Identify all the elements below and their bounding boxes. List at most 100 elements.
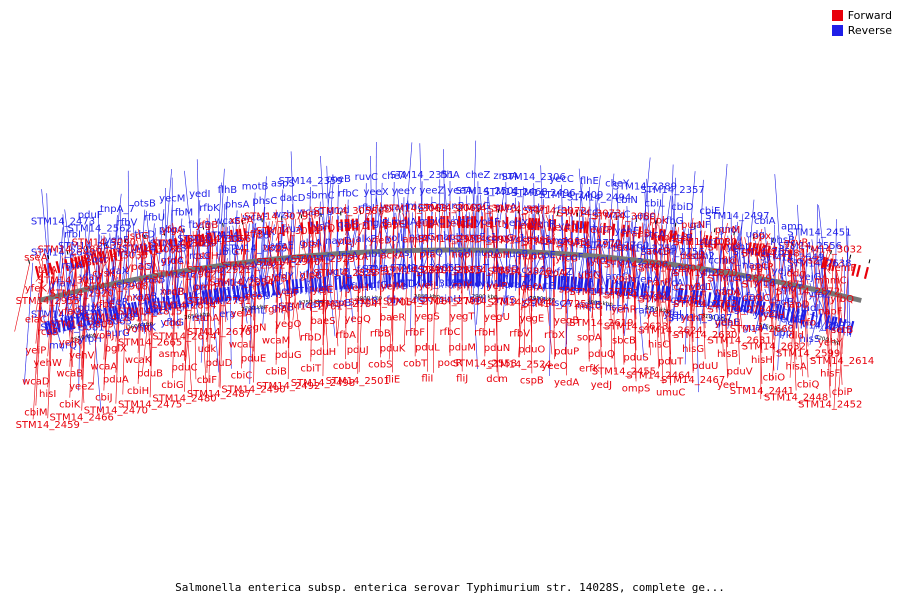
forward-gene-block bbox=[851, 263, 857, 276]
gene-label: menD bbox=[194, 265, 224, 276]
gene-label: guaB bbox=[715, 318, 741, 329]
reverse-gene-tick bbox=[375, 190, 386, 290]
gene-label: tnpA_7 bbox=[100, 204, 135, 215]
gene-label: ccmG_1 bbox=[486, 233, 526, 244]
gene-label: STM14_3073 bbox=[557, 209, 621, 220]
gene-label: yejK bbox=[772, 266, 794, 277]
forward-gene-tick bbox=[14, 263, 30, 332]
gene-label: hisI bbox=[39, 389, 56, 400]
reverse-gene-block bbox=[832, 316, 838, 331]
gene-label: murQ bbox=[49, 340, 77, 351]
gene-label: mrp bbox=[589, 223, 609, 234]
reverse-gene-tick bbox=[696, 179, 704, 307]
reverse-gene-block bbox=[526, 273, 530, 288]
reverse-connector bbox=[477, 181, 479, 277]
forward-gene-tick bbox=[353, 214, 360, 248]
reverse-gene-block bbox=[749, 299, 755, 314]
forward-connector bbox=[310, 229, 314, 362]
gene-label: nifS bbox=[496, 295, 515, 306]
reverse-connector bbox=[194, 295, 201, 325]
forward-connector bbox=[734, 247, 740, 365]
gene-label: elaC bbox=[25, 315, 47, 326]
gene-label: STM14_2464 bbox=[626, 370, 690, 381]
gene-label: STM14_2977 bbox=[557, 240, 621, 251]
gene-label: yehU bbox=[558, 221, 584, 232]
reverse-gene-tick bbox=[444, 183, 453, 289]
reverse-gene-block bbox=[311, 277, 315, 292]
gene-label: yfeJ bbox=[336, 237, 355, 248]
gene-label: mnmC bbox=[814, 276, 847, 287]
gene-label: yfdC bbox=[161, 256, 184, 267]
gene-label: flhE bbox=[580, 176, 599, 187]
gene-label: cbiK bbox=[59, 400, 81, 411]
gene-label: nfo bbox=[800, 317, 816, 328]
gene-label: phsB bbox=[770, 235, 795, 246]
gene-label: yfhK bbox=[134, 323, 157, 334]
reverse-gene-tick bbox=[165, 187, 167, 313]
forward-gene-block bbox=[310, 221, 314, 234]
gene-label: STM14_2987 bbox=[31, 309, 95, 320]
gene-label: yfhL bbox=[244, 306, 266, 317]
forward-gene-tick bbox=[822, 252, 833, 358]
reverse-gene-block bbox=[518, 273, 522, 288]
gene-label: yojN bbox=[613, 274, 635, 285]
forward-connector bbox=[598, 222, 602, 231]
reverse-gene-block bbox=[794, 308, 800, 323]
gene-label: yedI bbox=[189, 189, 210, 200]
forward-connector bbox=[69, 264, 77, 398]
forward-gene-tick bbox=[58, 255, 66, 307]
reverse-gene-tick bbox=[213, 182, 222, 305]
gene-label: cobS bbox=[368, 359, 392, 370]
reverse-gene-block bbox=[560, 275, 564, 290]
gene-label: STM14_2630 bbox=[673, 330, 737, 341]
gene-label: STM14_2599 bbox=[776, 348, 840, 359]
forward-connector bbox=[253, 227, 258, 235]
gene-label: pmrF bbox=[194, 282, 220, 293]
reverse-gene-block bbox=[721, 294, 726, 309]
forward-gene-tick bbox=[126, 240, 135, 330]
gene-label: STM14_2907 bbox=[639, 263, 703, 274]
gene-label: STM14_2826 bbox=[488, 266, 552, 277]
legend-label-reverse: Reverse bbox=[847, 24, 892, 37]
forward-gene-block bbox=[55, 260, 61, 274]
reverse-gene-block bbox=[610, 279, 614, 294]
gene-label: cbiF bbox=[197, 375, 218, 386]
forward-gene-block bbox=[579, 220, 583, 234]
reverse-gene-tick bbox=[519, 186, 524, 290]
reverse-gene-block bbox=[733, 296, 739, 311]
gene-label: glpC bbox=[300, 271, 322, 282]
gene-label: yegE bbox=[519, 313, 544, 324]
forward-gene-block bbox=[537, 218, 541, 231]
gene-label: STM14_2614 bbox=[810, 356, 874, 367]
gene-label: fdx bbox=[386, 295, 402, 306]
forward-connector bbox=[115, 255, 122, 280]
reverse-gene-tick bbox=[388, 225, 402, 290]
gene-label: phsC bbox=[252, 196, 277, 207]
gene-label: rfbA bbox=[335, 330, 356, 341]
gene-label: STM14_2958 bbox=[418, 234, 482, 245]
reverse-gene-block bbox=[774, 304, 780, 319]
reverse-connector bbox=[543, 199, 546, 279]
gene-label: yfcA bbox=[662, 278, 684, 289]
reverse-gene-block bbox=[166, 295, 172, 310]
gene-label: yehW bbox=[34, 358, 62, 369]
forward-gene-tick bbox=[655, 224, 664, 384]
forward-connector bbox=[218, 238, 224, 263]
forward-gene-tick bbox=[32, 260, 43, 420]
forward-gene-block bbox=[168, 238, 173, 251]
reverse-connector bbox=[533, 183, 536, 279]
gene-label: STM14_2701 bbox=[279, 302, 343, 313]
scale-label: 2600 kbp bbox=[127, 321, 154, 332]
reverse-gene-block bbox=[683, 288, 688, 303]
forward-gene-tick bbox=[196, 230, 208, 394]
reverse-gene-block bbox=[172, 294, 177, 309]
reverse-gene-block bbox=[201, 290, 206, 305]
gene-label: napH bbox=[437, 232, 463, 243]
gene-label: yfcN bbox=[139, 275, 161, 286]
gene-label: yfcZ bbox=[551, 267, 573, 278]
scale-label: 3000 kbp bbox=[587, 300, 614, 308]
gene-label: yfbK bbox=[89, 285, 112, 296]
gene-label: sanA bbox=[195, 313, 220, 324]
gene-label: purG bbox=[105, 328, 130, 339]
reverse-connector bbox=[782, 246, 790, 311]
